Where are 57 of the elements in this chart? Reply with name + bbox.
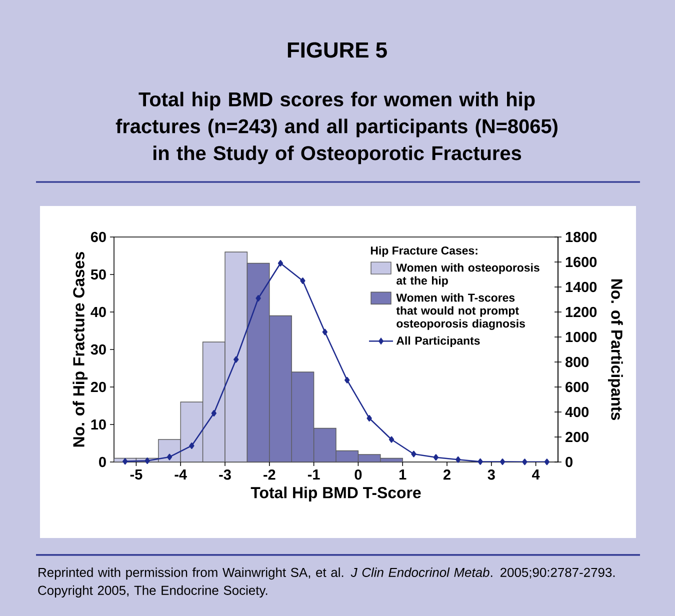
x-tick-label: 1 [400,470,406,480]
legend-label: All Participants [396,336,480,347]
point [256,294,261,302]
x-tick-label: -5 [130,470,142,480]
chart-title: FIGURE 5 [288,42,387,58]
x-tick-label: -2 [264,469,276,480]
y-tick-label: 10 [91,419,106,430]
point [522,458,528,466]
y-tick-label: 60 [90,232,106,242]
y-tick-label: 20 [90,382,106,392]
y2-tick-label: 200 [566,432,589,442]
y2-tick-label: 1000 [566,332,597,342]
y-tick-label: 0 [99,456,106,468]
legend-title: Hip Fracture Cases: [370,246,478,257]
chart-subtitle: Total hip BMD scores for women with hip fractures (n=243) and all participants (N=8065) in the Study of Osteoporotic Fractures [116,92,558,164]
point [366,414,372,422]
y-tick-label: 30 [90,344,106,355]
x-tick-label: -1 [308,470,320,480]
x-tick-label: 2 [443,469,450,480]
y2-tick-label: 1400 [566,282,597,292]
y2-axis-title: No. of Participants [608,279,623,420]
x-tick-label: 4 [532,470,540,480]
point [300,277,306,284]
x-tick-label: 3 [488,469,495,480]
legend-label: Women with osteoporosis at the hip [396,263,540,287]
y2-tick-label: 0 [566,456,572,468]
y2-tick-label: 1600 [566,256,597,268]
y-axis-title: No. of Hip Fracture Cases [72,252,88,447]
x-tick-label: 0 [354,469,362,480]
y2-tick-label: 400 [565,406,589,418]
point [322,328,328,336]
point [234,356,239,363]
point [144,457,150,464]
point [433,454,438,461]
point [478,458,483,465]
y2-tick-label: 1800 [566,232,597,242]
point [456,456,461,463]
x-tick-label: -4 [174,470,187,480]
x-tick-label: -3 [219,469,231,480]
y2-tick-label: 1200 [566,306,597,318]
point [166,454,172,460]
point [411,450,416,458]
point [388,436,394,443]
y-tick-label: 50 [90,269,106,280]
point [189,442,194,449]
point [344,376,350,384]
point [278,260,284,266]
y2-tick-label: 800 [565,356,589,368]
y-tick-label: 40 [90,306,106,318]
x-axis-title: Total Hip BMD T-Score [250,486,421,502]
text: Reprinted with permission from Wainwright SA, et al. J Clin Endocrinol Metab. 2005;90:2787-2793. Copyright 2005, The Endocrine Society. [38,568,615,598]
y2-tick-label: 600 [566,382,589,392]
point [211,410,216,416]
point [122,458,128,465]
point [544,458,550,466]
legend-label: Women with T-scores that would not prompt osteoporosis diagnosis [396,293,525,330]
point [500,458,506,465]
